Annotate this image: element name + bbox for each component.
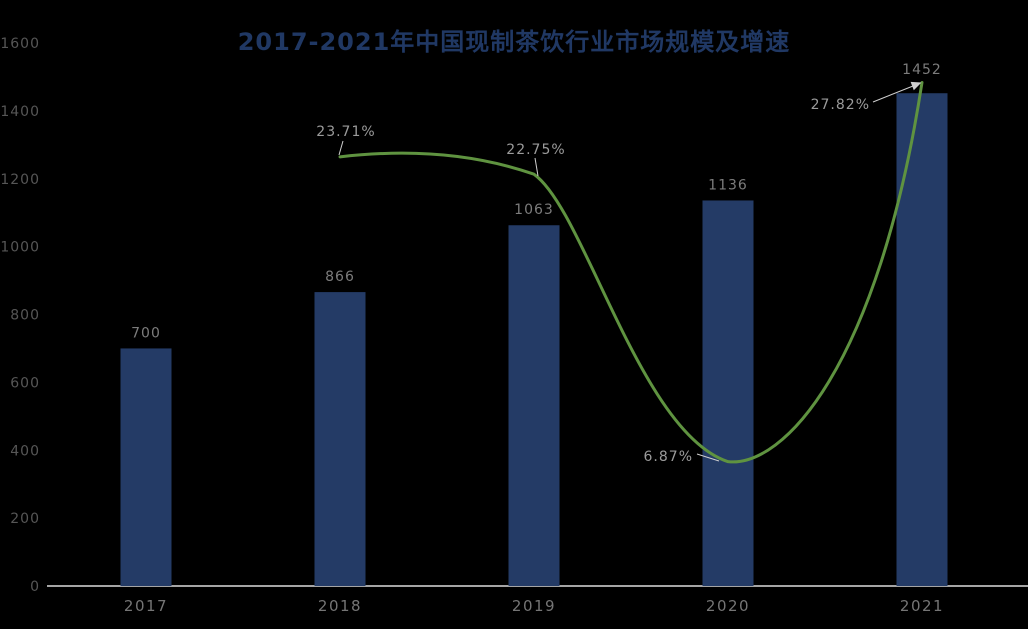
y-axis-tick-label: 200 xyxy=(10,511,40,527)
y-axis-tick-label: 1200 xyxy=(0,172,40,188)
y-axis-tick-label: 1600 xyxy=(0,36,40,52)
y-axis-tick-label: 0 xyxy=(30,579,40,595)
bar-2019 xyxy=(508,225,560,586)
label-leader-line xyxy=(696,453,720,462)
x-axis-category-label: 2018 xyxy=(318,597,362,615)
x-axis-category-label: 2019 xyxy=(512,597,556,615)
chart-title: 2017-2021年中国现制茶饮行业市场规模及增速 xyxy=(237,28,791,56)
x-axis-category-label: 2021 xyxy=(900,597,944,615)
label-leader-line xyxy=(872,85,914,103)
bar-value-label: 1452 xyxy=(902,62,942,78)
growth-rate-line xyxy=(338,80,924,464)
y-axis-tick-label: 800 xyxy=(10,308,40,324)
x-axis-category-label: 2020 xyxy=(706,597,750,615)
bar-2021 xyxy=(896,93,948,586)
growth-rate-label: 27.82% xyxy=(811,97,870,113)
y-axis-tick-label: 600 xyxy=(10,375,40,391)
growth-rate-label: 23.71% xyxy=(316,124,375,140)
growth-rate-label: 6.87% xyxy=(644,449,693,465)
label-leader-line xyxy=(338,140,344,156)
label-leader-line xyxy=(534,157,539,177)
bar-value-label: 1063 xyxy=(514,202,554,218)
bar-value-label: 1136 xyxy=(708,177,748,193)
bar-2017 xyxy=(120,348,172,586)
bar-value-label: 866 xyxy=(325,269,355,285)
bar-2018 xyxy=(314,292,366,586)
y-axis-tick-label: 1000 xyxy=(0,240,40,256)
bar-value-label: 700 xyxy=(131,325,161,341)
x-axis-category-label: 2017 xyxy=(124,597,168,615)
bar-2020 xyxy=(702,200,754,586)
arrowhead-icon xyxy=(910,81,922,91)
y-axis-tick-label: 1400 xyxy=(0,104,40,120)
y-axis-tick-label: 400 xyxy=(10,443,40,459)
growth-rate-label: 22.75% xyxy=(506,142,565,158)
